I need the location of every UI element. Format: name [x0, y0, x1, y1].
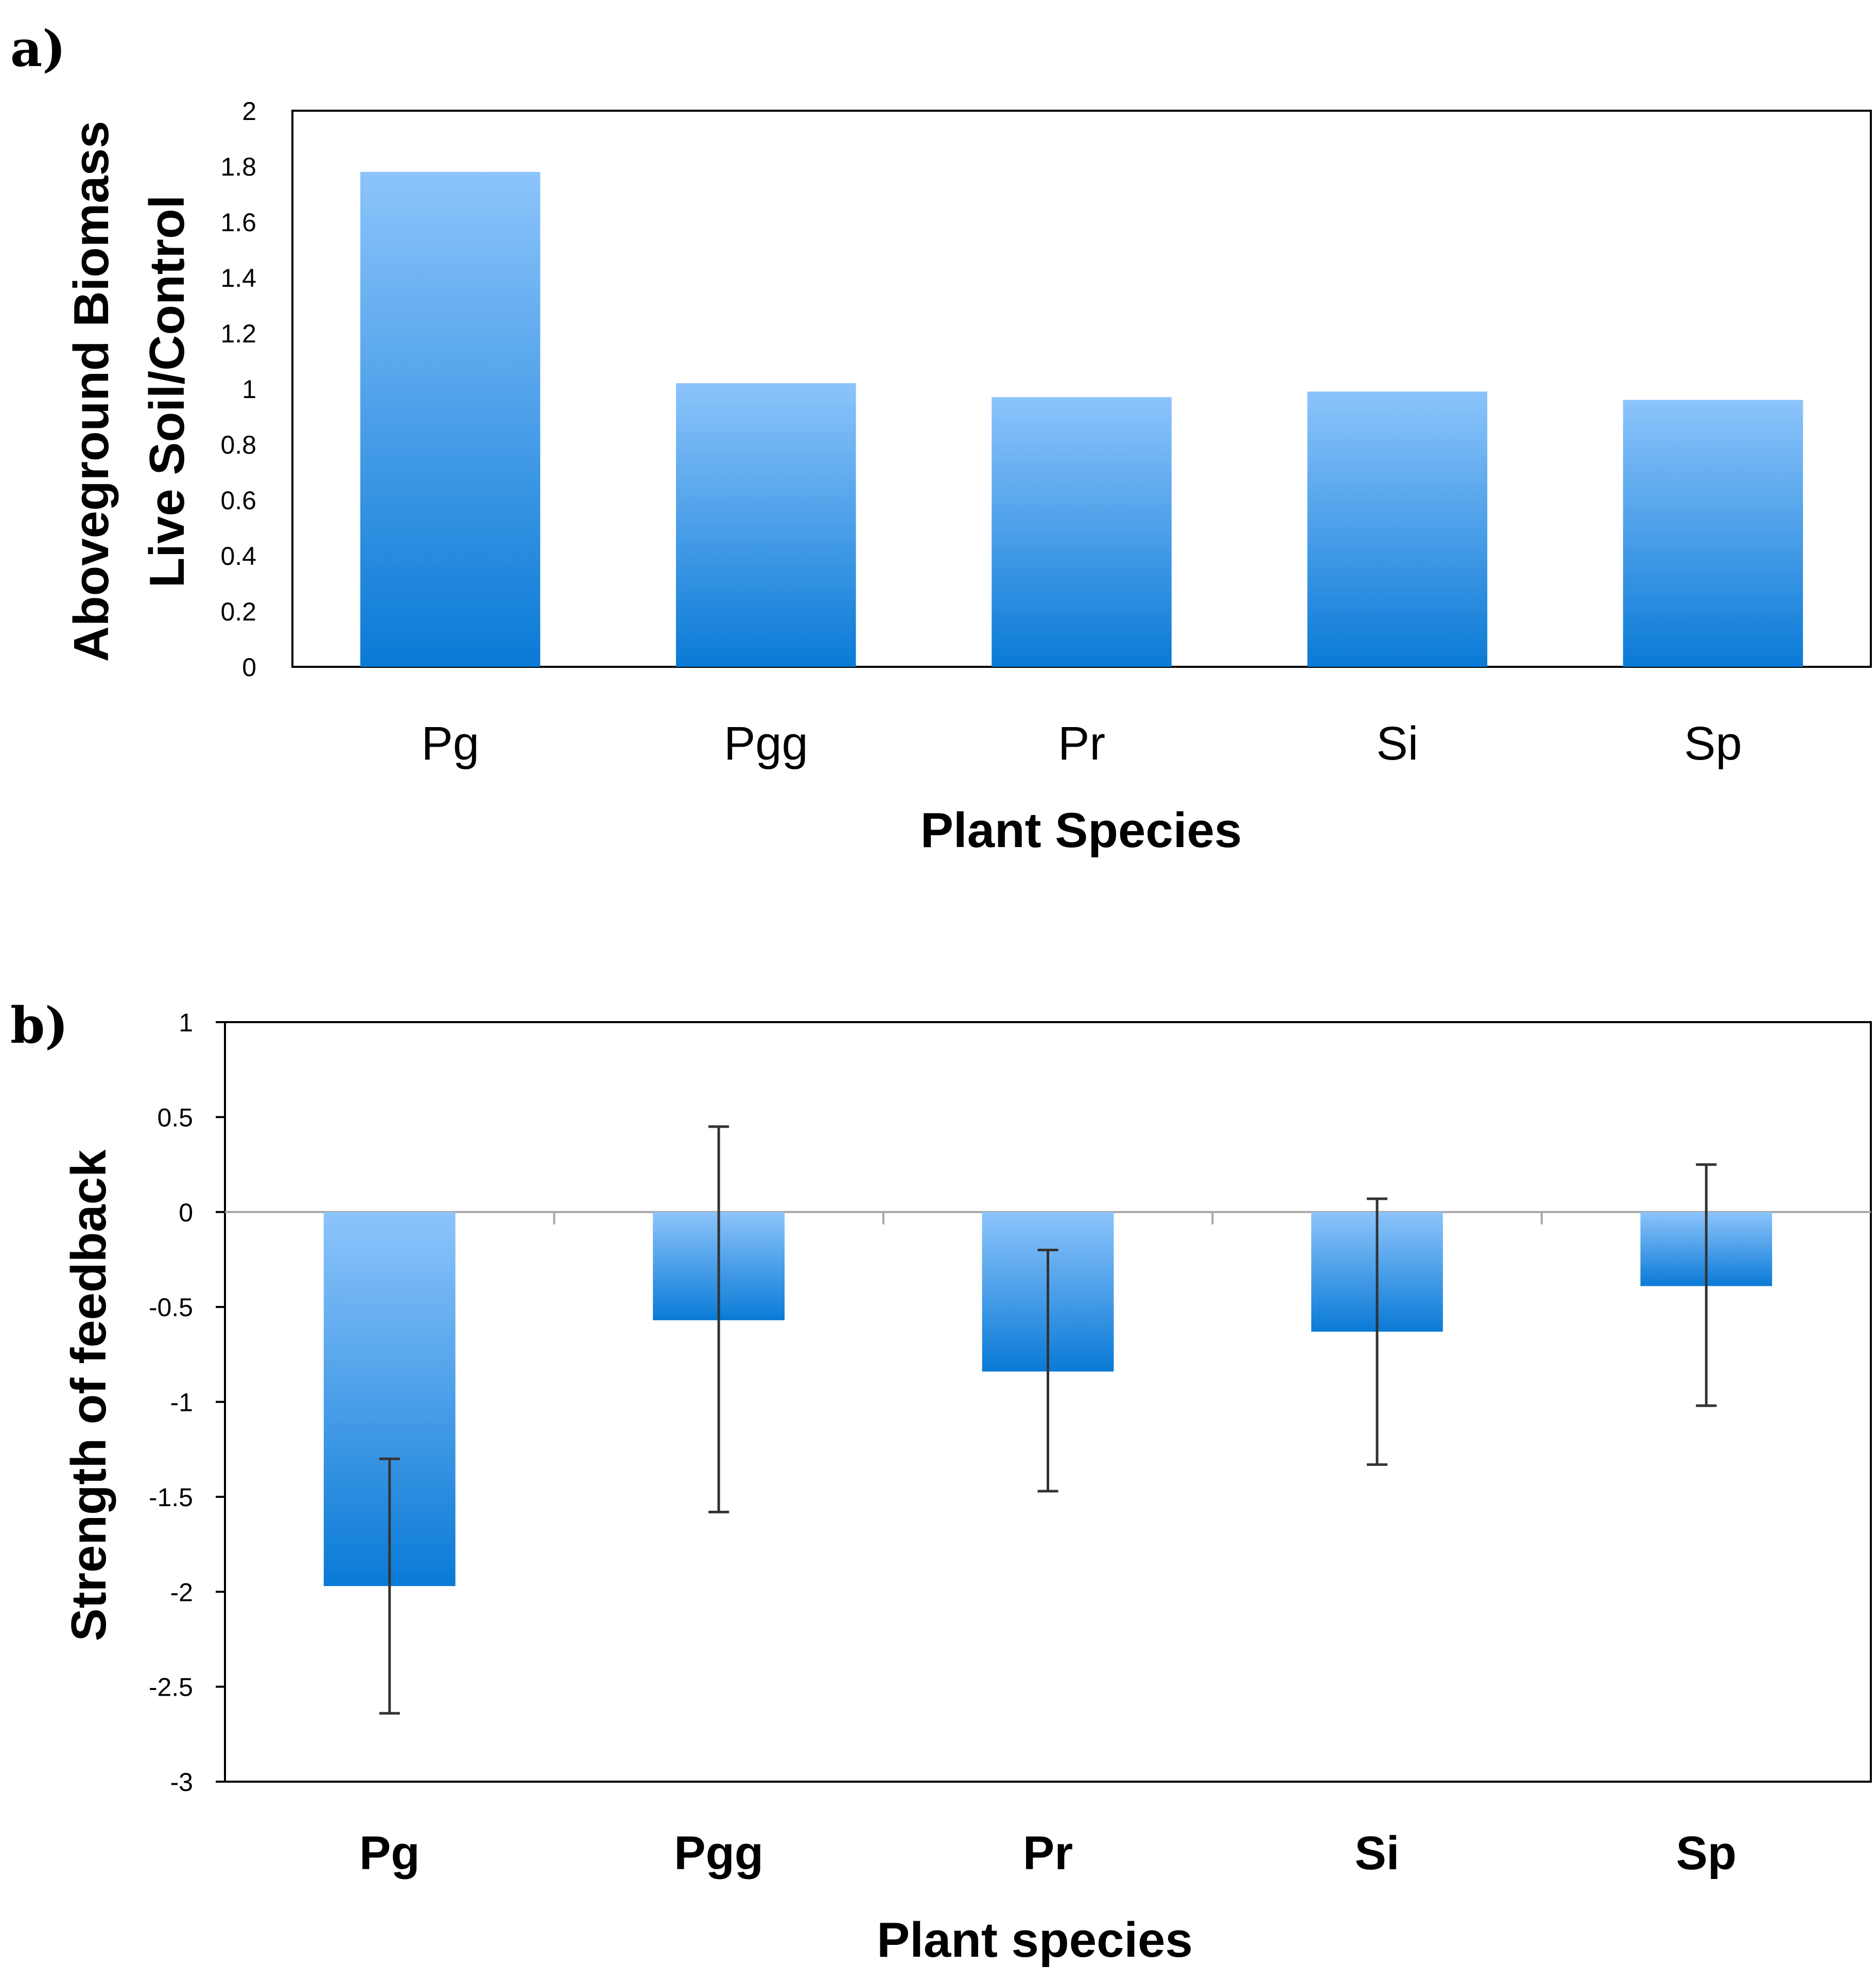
x-tick-label-b: Si: [1354, 1827, 1399, 1879]
x-tick-label-a: Sp: [1684, 717, 1742, 770]
y-axis-title-a-line1: Aboveground Biomass: [64, 121, 119, 662]
y-tick-label-a: 1: [242, 375, 256, 404]
y-tick-label-b: -2: [170, 1578, 193, 1607]
x-tick-label-b: Pg: [359, 1827, 420, 1879]
x-axis-title-a: Plant Species: [920, 803, 1242, 858]
y-axis-title-b: Strength of feedback: [61, 1149, 116, 1641]
y-tick-label-b: 0.5: [157, 1103, 193, 1132]
x-axis-title-b: Plant species: [877, 1912, 1193, 1968]
y-tick-label-a: 1.8: [220, 152, 256, 181]
y-tick-label-a: 1.2: [220, 319, 256, 348]
chart-b: b) Strength of feedback 1 0.5 0 -0.5 -1 -1.5 -…: [10, 996, 1872, 1968]
y-tick-label-b: -3: [170, 1768, 193, 1797]
y-tick-label-a: 0: [242, 653, 256, 682]
x-tick-label-a: Pr: [1058, 717, 1105, 770]
x-tick-label-a: Pg: [421, 717, 479, 770]
x-tick-label-b: Pr: [1023, 1827, 1073, 1879]
y-tick-label-a: 0.2: [220, 597, 256, 626]
bar-a-si: [1307, 391, 1487, 667]
x-tick-label-b: Sp: [1676, 1827, 1737, 1879]
x-tick-label-a: Pgg: [724, 717, 808, 770]
error-bar-b-pg: [379, 1457, 400, 1715]
y-tick-label-b: -0.5: [149, 1293, 193, 1322]
x-tick-label-b: Pgg: [674, 1827, 763, 1879]
y-axis-title-a: Aboveground Biomass Live Soil/Control: [64, 121, 195, 662]
error-bar-b-pgg: [708, 1125, 729, 1513]
panel-label-a: a): [10, 20, 66, 78]
chart-a: a) Aboveground Biomass Live Soil/Control…: [10, 20, 1872, 858]
y-tick-label-a: 0.8: [220, 430, 256, 459]
y-tick-label-b: -1: [170, 1388, 193, 1417]
error-bar-b-pr: [1037, 1249, 1058, 1493]
y-tick-label-a: 0.6: [220, 486, 256, 515]
y-tick-label-b: -2.5: [149, 1673, 193, 1702]
y-tick-label-b: 1: [179, 1008, 193, 1037]
y-tick-label-a: 0.4: [220, 542, 256, 571]
error-bar-b-sp: [1696, 1163, 1717, 1407]
error-bar-b-si: [1366, 1197, 1387, 1466]
bar-a-pg: [360, 171, 541, 667]
y-tick-label-b: 0: [179, 1198, 193, 1227]
bar-a-sp: [1623, 400, 1803, 667]
y-tick-label-a: 2: [242, 97, 256, 126]
y-tick-label-b: -1.5: [149, 1483, 193, 1512]
y-tick-label-a: 1.6: [220, 208, 256, 237]
y-axis-title-a-line2: Live Soil/Control: [140, 195, 195, 588]
bar-a-pgg: [676, 383, 856, 667]
panel-label-b: b): [10, 996, 68, 1055]
x-tick-label-a: Si: [1376, 717, 1418, 770]
bar-a-pr: [992, 397, 1172, 667]
y-tick-label-a: 1.4: [220, 264, 256, 292]
